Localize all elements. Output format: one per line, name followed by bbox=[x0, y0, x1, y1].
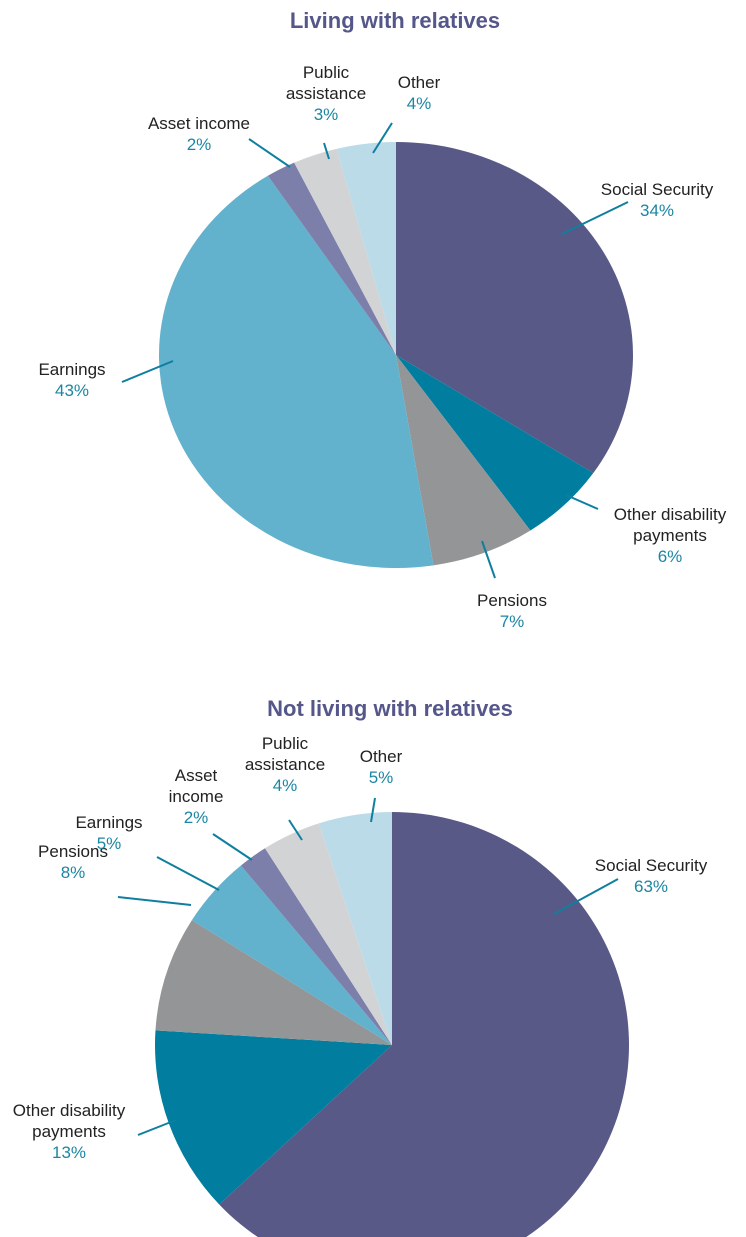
leader-line-social-security bbox=[553, 878, 619, 915]
slice-percent-social-security: 63% bbox=[634, 877, 668, 896]
pie-slice-asset-income bbox=[267, 162, 396, 355]
chart-title: Living with relatives bbox=[290, 8, 500, 33]
slice-label-social-security: Social Security bbox=[595, 856, 708, 875]
slice-label-other: Other bbox=[398, 73, 441, 92]
slice-labels: Social Security 34% Other disability paymen… bbox=[38, 63, 726, 631]
pie-slice-earnings bbox=[191, 865, 392, 1045]
slice-label-public-assistance: Public assistance bbox=[286, 63, 366, 103]
slice-percent-other: 4% bbox=[407, 94, 432, 113]
pie-slice-pensions bbox=[155, 920, 392, 1045]
pie-slice-other-disability-payments bbox=[155, 1030, 392, 1205]
leader-line-earnings bbox=[156, 856, 220, 891]
chart-not-living-with-relatives: Not living with relatives Social Securit… bbox=[13, 696, 708, 1237]
leader-lines bbox=[117, 797, 619, 1136]
leader-line-asset-income bbox=[212, 833, 253, 861]
slice-label-other-disability-payments: Other disability payments bbox=[614, 505, 727, 545]
leader-line-public-assistance bbox=[323, 142, 330, 160]
pie-slices bbox=[155, 812, 629, 1237]
slice-percent-public-assistance: 3% bbox=[314, 105, 339, 124]
leader-line-social-security bbox=[561, 201, 629, 235]
leader-line-other bbox=[372, 122, 393, 154]
slice-label-social-security: Social Security bbox=[601, 180, 714, 199]
slice-percent-public-assistance: 4% bbox=[273, 776, 298, 795]
slice-percent-earnings: 5% bbox=[97, 834, 122, 853]
slice-label-public-assistance: Public assistance bbox=[245, 734, 325, 774]
slice-percent-pensions: 8% bbox=[61, 863, 86, 882]
chart-living-with-relatives: Living with relatives Social Security 34%… bbox=[38, 8, 726, 631]
leader-line-other bbox=[370, 797, 376, 823]
pie-slice-public-assistance bbox=[265, 823, 392, 1045]
slice-label-earnings: Earnings bbox=[75, 813, 142, 832]
slice-label-pensions: Pensions bbox=[477, 591, 547, 610]
pie-slice-other-disability-payments bbox=[396, 355, 594, 531]
slice-label-asset-income: Asset income bbox=[148, 114, 250, 133]
slice-label-other-disability-payments: Other disability payments bbox=[13, 1101, 126, 1141]
slice-label-other: Other bbox=[360, 747, 403, 766]
pie-slice-other bbox=[336, 142, 396, 355]
leader-line-other-disability-payments bbox=[565, 494, 599, 510]
slice-label-asset-income: Asset income bbox=[169, 766, 224, 806]
slice-percent-pensions: 7% bbox=[500, 612, 525, 631]
slice-label-earnings: Earnings bbox=[38, 360, 105, 379]
slice-percent-asset-income: 2% bbox=[184, 808, 209, 827]
pie-slice-social-security bbox=[396, 142, 633, 473]
leader-line-asset-income bbox=[248, 138, 291, 168]
leader-line-other-disability-payments bbox=[137, 1119, 177, 1136]
slice-percent-asset-income: 2% bbox=[187, 135, 212, 154]
leader-lines bbox=[121, 122, 629, 579]
pie-slice-earnings bbox=[159, 175, 434, 568]
pie-slice-pensions bbox=[396, 355, 531, 566]
slice-percent-social-security: 34% bbox=[640, 201, 674, 220]
slice-percent-other-disability-payments: 13% bbox=[52, 1143, 86, 1162]
leader-line-public-assistance bbox=[288, 819, 303, 841]
slice-percent-other-disability-payments: 6% bbox=[658, 547, 683, 566]
leader-line-earnings bbox=[121, 360, 174, 383]
slice-percent-other: 5% bbox=[369, 768, 394, 787]
pie-slice-asset-income bbox=[240, 848, 392, 1045]
slice-labels: Social Security 63% Other disability paymen… bbox=[13, 734, 708, 1162]
pie-slice-social-security bbox=[219, 812, 629, 1237]
slice-percent-earnings: 43% bbox=[55, 381, 89, 400]
leader-line-pensions bbox=[481, 540, 496, 579]
pie-slice-other bbox=[318, 812, 392, 1045]
pie-slice-public-assistance bbox=[294, 148, 396, 355]
slice-label-pensions: Pensions bbox=[38, 842, 108, 861]
pie-slices bbox=[159, 142, 633, 568]
leader-line-pensions bbox=[117, 896, 192, 906]
chart-title: Not living with relatives bbox=[267, 696, 513, 721]
